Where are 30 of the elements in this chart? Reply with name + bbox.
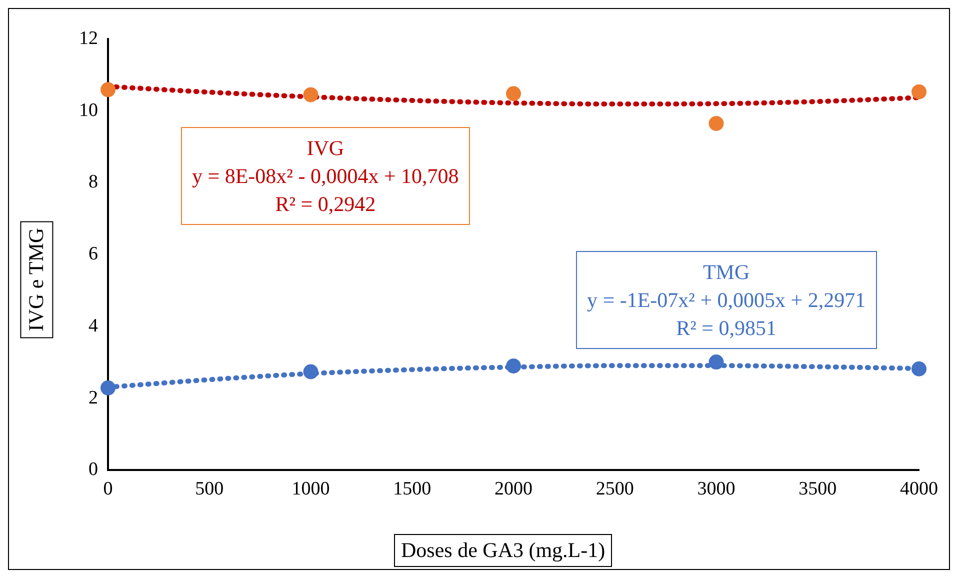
x-tick-label: 2000 — [494, 478, 532, 500]
x-tick-label: 0 — [103, 478, 113, 500]
y-tick-label: 12 — [79, 28, 98, 49]
y-tick-label: 2 — [88, 387, 98, 408]
y-tick-label: 10 — [79, 100, 98, 121]
point — [912, 361, 926, 376]
x-axis-title: Doses de GA3 (mg.L-1) — [394, 534, 612, 567]
x-tick-label: 4000 — [900, 478, 938, 500]
annotation: TMG y = -1E-07x² + 0,0005x + 2,2971 R² = 0,9851 — [576, 251, 877, 349]
x-tick-label: 3000 — [697, 478, 736, 500]
annotation: IVG y = 8E-08x² - 0,0004x + 10,708 R² = 0,2942 — [181, 127, 470, 225]
point — [506, 86, 521, 102]
point — [708, 116, 724, 131]
point — [708, 354, 724, 370]
y-tick-label: 6 — [88, 244, 98, 265]
x-tick-label: 3500 — [798, 478, 837, 500]
point — [100, 380, 116, 396]
point — [303, 87, 318, 102]
y-tick-label: 4 — [88, 315, 98, 336]
y-tick-label: 0 — [88, 459, 98, 480]
y-axis-title: IVG e TMG — [20, 220, 54, 338]
x-tick-label: 1500 — [393, 478, 432, 500]
x-tick-label: 2500 — [596, 478, 634, 500]
point — [303, 364, 318, 380]
y-tick-label: 8 — [88, 172, 98, 193]
x-tick-label: 1000 — [292, 478, 330, 500]
point — [912, 84, 926, 100]
point — [100, 82, 116, 98]
point — [506, 358, 521, 374]
x-tick-label: 500 — [195, 478, 224, 500]
